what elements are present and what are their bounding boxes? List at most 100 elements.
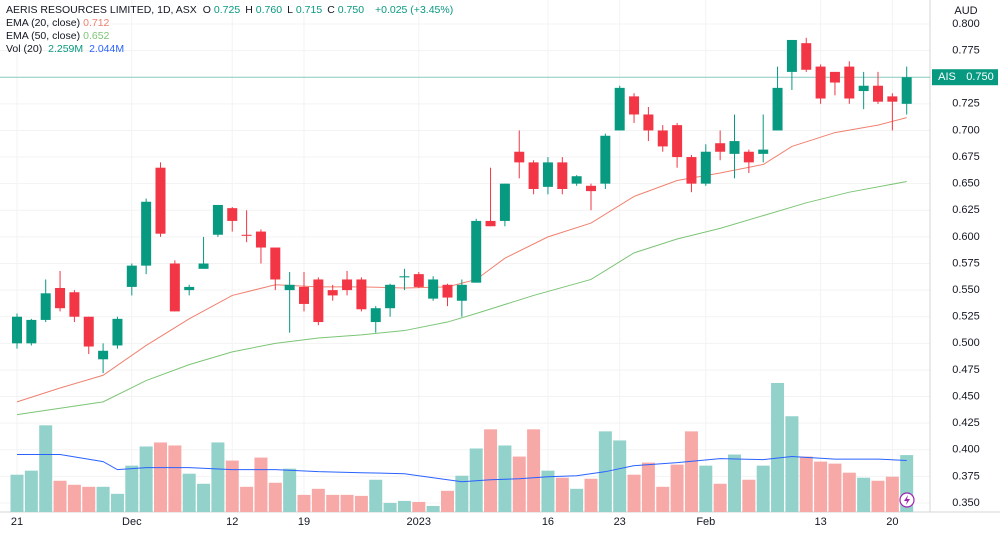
y-tick-label: 0.550 (952, 284, 980, 296)
candle-body (557, 162, 568, 189)
candle-body (528, 162, 539, 189)
candle-body (428, 279, 439, 299)
volume-bar (885, 476, 899, 512)
volume-bar (125, 465, 139, 512)
volume-bar (197, 483, 211, 512)
volume-bar (96, 486, 110, 512)
volume-bar (326, 494, 340, 512)
y-tick-label: 0.350 (952, 497, 980, 509)
y-tick-label: 0.525 (952, 311, 980, 323)
y-tick-label: 0.725 (952, 98, 980, 110)
candle-body (485, 220, 496, 227)
volume-bar (684, 431, 698, 512)
overlay-value: 0.652 (83, 30, 110, 42)
candle-body (542, 162, 553, 187)
candle-body (643, 114, 654, 131)
candle-body (198, 263, 209, 269)
volume-layer (10, 382, 914, 512)
volume-bar (82, 486, 96, 512)
volume-bar (756, 465, 770, 512)
volume-bar (469, 448, 483, 512)
candle-body (672, 125, 683, 158)
candle-body (98, 350, 109, 360)
x-tick-label: 21 (11, 516, 23, 528)
candle-body (657, 130, 668, 147)
candle-body (327, 290, 338, 296)
volume-bar (484, 429, 498, 512)
candle-body (801, 43, 812, 70)
y-tick-label: 0.375 (952, 470, 980, 482)
candle-body (342, 279, 353, 291)
volume-bar (641, 462, 655, 512)
volume-bar (527, 429, 541, 512)
volume-bar (771, 382, 785, 512)
y-tick-label: 0.475 (952, 364, 980, 376)
candle-body (270, 247, 281, 280)
candle-body (12, 316, 22, 344)
ohlc-label: L (287, 4, 293, 16)
volume-bar (512, 456, 526, 512)
volume-bar (240, 486, 254, 512)
volume-bar (340, 494, 354, 512)
volume-bar (627, 474, 641, 512)
volume-bar (383, 502, 397, 512)
price-tag (962, 69, 998, 86)
ohlc-label: C (327, 4, 335, 16)
volume-bar (541, 470, 555, 512)
x-tick-label: 19 (298, 516, 310, 528)
y-tick-label: 0.575 (952, 257, 980, 269)
candle-body (112, 318, 123, 346)
legend-row: EMA (50, close) 0.652 (6, 30, 456, 43)
volume-bar (441, 490, 454, 512)
volume-ma-line (17, 454, 907, 483)
candle-body (442, 284, 453, 298)
candle-body (514, 151, 525, 163)
y-tick-label: 0.650 (952, 178, 980, 190)
candle-body (255, 231, 266, 248)
candle-body (629, 96, 640, 115)
candle-body (586, 185, 596, 192)
price-tag-symbol: AIS (938, 71, 956, 83)
candle-body (83, 316, 94, 347)
volume-bar (67, 484, 81, 512)
x-tick-label: 20 (886, 516, 898, 528)
overlay-value: 0.712 (83, 17, 110, 29)
volume-bar (397, 500, 411, 512)
candle-body (241, 234, 252, 236)
volume-bar (699, 465, 713, 512)
volume-bar (828, 463, 842, 512)
volume-bar (53, 480, 67, 512)
overlay-name: EMA (50, close) (6, 30, 81, 42)
candle-body (887, 96, 898, 102)
overlay-legend: EMA (20, close) 0.712 EMA (50, close) 0.652 (6, 17, 456, 43)
candle-body (614, 87, 625, 131)
legend-row: AERIS RESOURCES LIMITED, 1D, ASX O 0.725 H… (6, 4, 456, 17)
candle-body (284, 284, 295, 291)
volume-bar (254, 457, 268, 512)
volume-bar (426, 505, 440, 512)
candle-body (169, 263, 180, 312)
candle-body (69, 292, 80, 317)
volume-bar (857, 477, 871, 512)
ohlc-value: 0.750 (337, 4, 365, 16)
y-tick-label: 0.800 (952, 18, 980, 30)
volume-bar (283, 468, 297, 512)
candle-body (370, 308, 381, 323)
candle-body (299, 286, 309, 304)
candle-body (600, 135, 611, 184)
ema-line (16, 181, 907, 416)
candle-body (55, 287, 66, 309)
volume-bar (498, 445, 512, 512)
candle-body (184, 286, 195, 291)
volume-bar (785, 416, 799, 512)
candle-body (571, 176, 582, 184)
candle-body (815, 66, 826, 99)
ohlc-value: 0.725 (213, 4, 241, 16)
volume-bar (728, 454, 741, 512)
candle-body (700, 151, 711, 184)
overlay-name: EMA (20, close) (6, 17, 81, 29)
candle-body (399, 276, 410, 278)
volume-bar (354, 495, 368, 512)
y-tick-label: 0.425 (952, 417, 980, 429)
